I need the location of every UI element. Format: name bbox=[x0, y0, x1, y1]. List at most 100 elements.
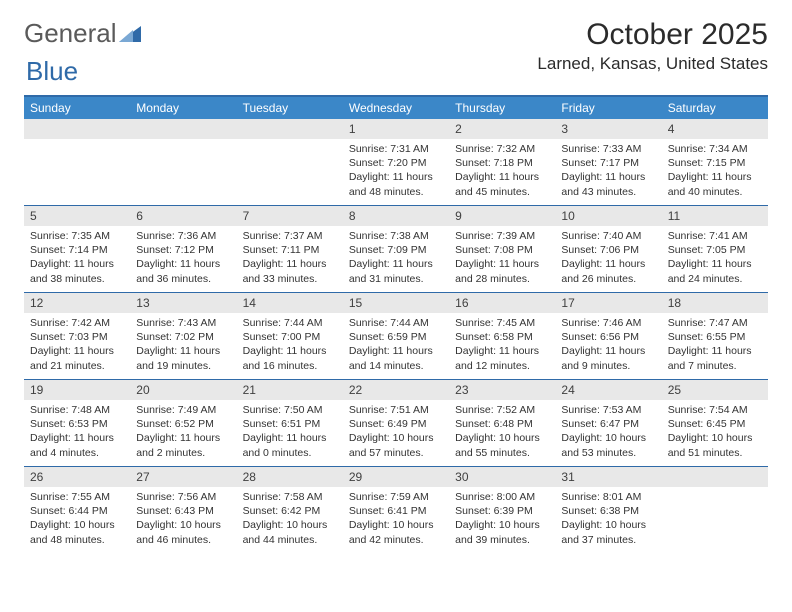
day-body: Sunrise: 8:00 AMSunset: 6:39 PMDaylight:… bbox=[449, 487, 555, 551]
day-body: Sunrise: 7:55 AMSunset: 6:44 PMDaylight:… bbox=[24, 487, 130, 551]
day-body: Sunrise: 7:38 AMSunset: 7:09 PMDaylight:… bbox=[343, 226, 449, 290]
day-body: Sunrise: 7:34 AMSunset: 7:15 PMDaylight:… bbox=[662, 139, 768, 203]
day-number: 12 bbox=[24, 293, 130, 313]
day-cell: 22Sunrise: 7:51 AMSunset: 6:49 PMDayligh… bbox=[343, 380, 449, 466]
day-body: Sunrise: 7:49 AMSunset: 6:52 PMDaylight:… bbox=[130, 400, 236, 464]
sunset-text: Sunset: 6:53 PM bbox=[30, 417, 124, 431]
sunrise-text: Sunrise: 7:37 AM bbox=[243, 229, 337, 243]
weekday-label: Wednesday bbox=[343, 97, 449, 119]
day-number: 2 bbox=[449, 119, 555, 139]
day-cell: 8Sunrise: 7:38 AMSunset: 7:09 PMDaylight… bbox=[343, 206, 449, 292]
daylight-text: Daylight: 11 hours and 31 minutes. bbox=[349, 257, 443, 285]
weekday-label: Tuesday bbox=[237, 97, 343, 119]
day-body: Sunrise: 7:33 AMSunset: 7:17 PMDaylight:… bbox=[555, 139, 661, 203]
day-number-empty bbox=[662, 467, 768, 487]
day-number: 4 bbox=[662, 119, 768, 139]
sunrise-text: Sunrise: 7:49 AM bbox=[136, 403, 230, 417]
day-number: 3 bbox=[555, 119, 661, 139]
day-cell: 17Sunrise: 7:46 AMSunset: 6:56 PMDayligh… bbox=[555, 293, 661, 379]
sunset-text: Sunset: 7:12 PM bbox=[136, 243, 230, 257]
day-body: Sunrise: 7:59 AMSunset: 6:41 PMDaylight:… bbox=[343, 487, 449, 551]
day-cell: 25Sunrise: 7:54 AMSunset: 6:45 PMDayligh… bbox=[662, 380, 768, 466]
weekday-label: Monday bbox=[130, 97, 236, 119]
sunset-text: Sunset: 6:48 PM bbox=[455, 417, 549, 431]
daylight-text: Daylight: 10 hours and 51 minutes. bbox=[668, 431, 762, 459]
day-body: Sunrise: 7:31 AMSunset: 7:20 PMDaylight:… bbox=[343, 139, 449, 203]
sunrise-text: Sunrise: 7:46 AM bbox=[561, 316, 655, 330]
day-number: 17 bbox=[555, 293, 661, 313]
daylight-text: Daylight: 11 hours and 40 minutes. bbox=[668, 170, 762, 198]
day-body: Sunrise: 7:44 AMSunset: 6:59 PMDaylight:… bbox=[343, 313, 449, 377]
sunrise-text: Sunrise: 7:36 AM bbox=[136, 229, 230, 243]
sunrise-text: Sunrise: 7:54 AM bbox=[668, 403, 762, 417]
week-row: 1Sunrise: 7:31 AMSunset: 7:20 PMDaylight… bbox=[24, 119, 768, 205]
daylight-text: Daylight: 11 hours and 0 minutes. bbox=[243, 431, 337, 459]
day-body: Sunrise: 7:45 AMSunset: 6:58 PMDaylight:… bbox=[449, 313, 555, 377]
day-body: Sunrise: 7:39 AMSunset: 7:08 PMDaylight:… bbox=[449, 226, 555, 290]
daylight-text: Daylight: 11 hours and 36 minutes. bbox=[136, 257, 230, 285]
day-cell: 26Sunrise: 7:55 AMSunset: 6:44 PMDayligh… bbox=[24, 467, 130, 553]
day-cell: 19Sunrise: 7:48 AMSunset: 6:53 PMDayligh… bbox=[24, 380, 130, 466]
daylight-text: Daylight: 10 hours and 48 minutes. bbox=[30, 518, 124, 546]
daylight-text: Daylight: 10 hours and 42 minutes. bbox=[349, 518, 443, 546]
day-number: 16 bbox=[449, 293, 555, 313]
daylight-text: Daylight: 11 hours and 38 minutes. bbox=[30, 257, 124, 285]
day-cell: 6Sunrise: 7:36 AMSunset: 7:12 PMDaylight… bbox=[130, 206, 236, 292]
sunset-text: Sunset: 7:18 PM bbox=[455, 156, 549, 170]
day-body: Sunrise: 7:44 AMSunset: 7:00 PMDaylight:… bbox=[237, 313, 343, 377]
day-body: Sunrise: 7:35 AMSunset: 7:14 PMDaylight:… bbox=[24, 226, 130, 290]
weekday-label: Thursday bbox=[449, 97, 555, 119]
week-row: 19Sunrise: 7:48 AMSunset: 6:53 PMDayligh… bbox=[24, 379, 768, 466]
day-number: 14 bbox=[237, 293, 343, 313]
sunset-text: Sunset: 7:05 PM bbox=[668, 243, 762, 257]
day-cell: 5Sunrise: 7:35 AMSunset: 7:14 PMDaylight… bbox=[24, 206, 130, 292]
sunset-text: Sunset: 7:17 PM bbox=[561, 156, 655, 170]
day-number: 27 bbox=[130, 467, 236, 487]
sunset-text: Sunset: 7:11 PM bbox=[243, 243, 337, 257]
sunrise-text: Sunrise: 7:47 AM bbox=[668, 316, 762, 330]
daylight-text: Daylight: 10 hours and 39 minutes. bbox=[455, 518, 549, 546]
daylight-text: Daylight: 11 hours and 7 minutes. bbox=[668, 344, 762, 372]
sunset-text: Sunset: 6:51 PM bbox=[243, 417, 337, 431]
sunset-text: Sunset: 6:47 PM bbox=[561, 417, 655, 431]
sunrise-text: Sunrise: 7:48 AM bbox=[30, 403, 124, 417]
sunrise-text: Sunrise: 7:44 AM bbox=[243, 316, 337, 330]
day-body: Sunrise: 7:54 AMSunset: 6:45 PMDaylight:… bbox=[662, 400, 768, 464]
day-body: Sunrise: 7:58 AMSunset: 6:42 PMDaylight:… bbox=[237, 487, 343, 551]
day-body: Sunrise: 7:53 AMSunset: 6:47 PMDaylight:… bbox=[555, 400, 661, 464]
sunset-text: Sunset: 7:02 PM bbox=[136, 330, 230, 344]
daylight-text: Daylight: 10 hours and 53 minutes. bbox=[561, 431, 655, 459]
weekday-label: Friday bbox=[555, 97, 661, 119]
sunset-text: Sunset: 6:52 PM bbox=[136, 417, 230, 431]
sunset-text: Sunset: 6:49 PM bbox=[349, 417, 443, 431]
day-cell: 12Sunrise: 7:42 AMSunset: 7:03 PMDayligh… bbox=[24, 293, 130, 379]
day-number: 1 bbox=[343, 119, 449, 139]
sunset-text: Sunset: 7:03 PM bbox=[30, 330, 124, 344]
day-cell: 1Sunrise: 7:31 AMSunset: 7:20 PMDaylight… bbox=[343, 119, 449, 205]
sunrise-text: Sunrise: 7:44 AM bbox=[349, 316, 443, 330]
sunrise-text: Sunrise: 7:52 AM bbox=[455, 403, 549, 417]
day-cell: 14Sunrise: 7:44 AMSunset: 7:00 PMDayligh… bbox=[237, 293, 343, 379]
day-number: 15 bbox=[343, 293, 449, 313]
daylight-text: Daylight: 11 hours and 45 minutes. bbox=[455, 170, 549, 198]
sunset-text: Sunset: 7:09 PM bbox=[349, 243, 443, 257]
day-number: 26 bbox=[24, 467, 130, 487]
day-number: 23 bbox=[449, 380, 555, 400]
day-cell: 24Sunrise: 7:53 AMSunset: 6:47 PMDayligh… bbox=[555, 380, 661, 466]
day-cell: 31Sunrise: 8:01 AMSunset: 6:38 PMDayligh… bbox=[555, 467, 661, 553]
daylight-text: Daylight: 11 hours and 16 minutes. bbox=[243, 344, 337, 372]
day-body: Sunrise: 7:47 AMSunset: 6:55 PMDaylight:… bbox=[662, 313, 768, 377]
day-cell bbox=[24, 119, 130, 205]
sunrise-text: Sunrise: 7:42 AM bbox=[30, 316, 124, 330]
daylight-text: Daylight: 11 hours and 43 minutes. bbox=[561, 170, 655, 198]
daylight-text: Daylight: 11 hours and 26 minutes. bbox=[561, 257, 655, 285]
day-cell: 21Sunrise: 7:50 AMSunset: 6:51 PMDayligh… bbox=[237, 380, 343, 466]
day-cell bbox=[237, 119, 343, 205]
sunrise-text: Sunrise: 7:39 AM bbox=[455, 229, 549, 243]
sunrise-text: Sunrise: 7:34 AM bbox=[668, 142, 762, 156]
week-row: 12 Sunrise: 7:42 AMSunset: 7:03 PM Dayligh… bbox=[24, 292, 768, 379]
day-number: 18 bbox=[662, 293, 768, 313]
day-body: Sunrise: 7:52 AMSunset: 6:48 PMDaylight:… bbox=[449, 400, 555, 464]
day-number: 7 bbox=[237, 206, 343, 226]
day-number-empty bbox=[130, 119, 236, 139]
